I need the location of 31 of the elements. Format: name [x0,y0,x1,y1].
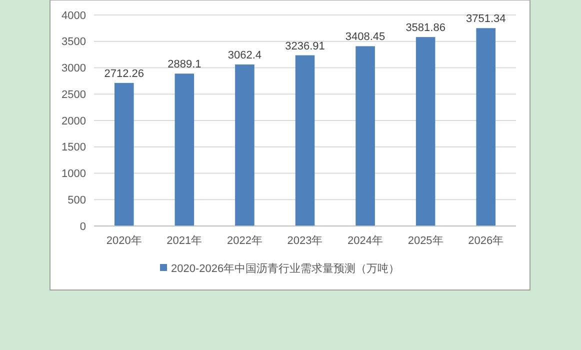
y-tick-label: 3500 [62,36,86,48]
data-label: 2712.26 [104,68,144,80]
y-tick-label: 2000 [62,115,86,128]
y-tick-label: 1500 [62,142,86,154]
y-tick-label: 2500 [62,88,86,101]
data-label: 3581.86 [406,22,446,34]
data-label: 3751.34 [466,13,506,26]
bar [174,74,194,226]
data-label: 2889.1 [168,58,202,71]
x-tick-label: 2021年 [166,235,202,247]
legend-label: 2020-2026年中国沥青行业需求量预测（万吨） [171,262,400,275]
x-tick-label: 2026年 [468,235,504,247]
y-tick-label: 0 [80,220,86,233]
x-tick-label: 2020年 [106,235,142,247]
data-label: 3408.45 [345,31,386,44]
bar [476,28,496,226]
data-label: 3062.4 [228,49,262,62]
y-tick-label: 3000 [62,62,86,75]
data-label: 3236.91 [285,40,325,52]
bar [295,55,315,226]
x-tick-label: 2023年 [287,235,323,247]
x-tick-label: 2025年 [408,235,444,247]
bar [235,64,254,226]
bar [416,37,436,226]
bar [114,82,134,226]
y-tick-label: 500 [68,194,86,206]
bar [356,46,375,226]
y-tick-label: 4000 [62,10,86,22]
x-tick-label: 2022年 [226,235,262,247]
y-tick-label: 1000 [62,168,86,180]
x-tick-label: 2024年 [348,235,384,247]
